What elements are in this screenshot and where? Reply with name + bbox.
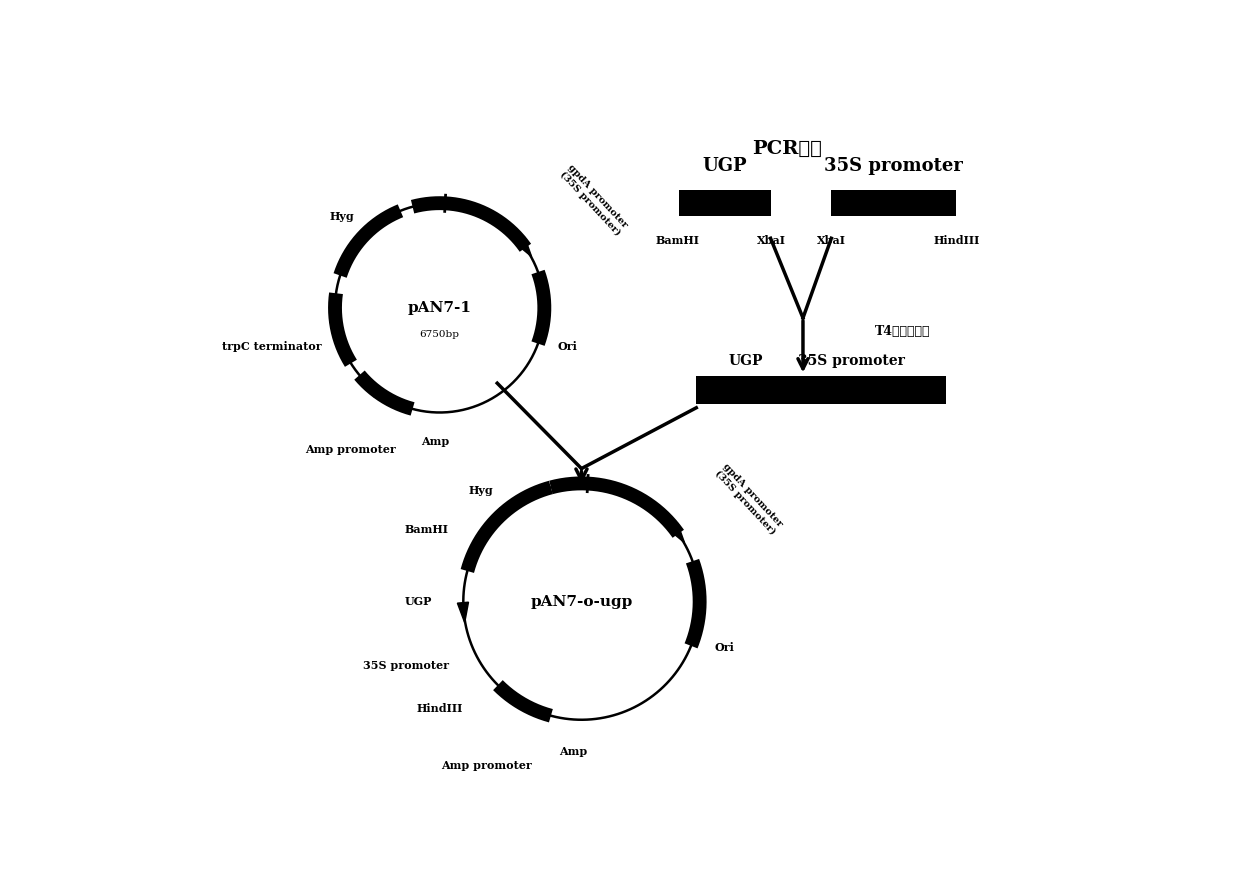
Text: gpdA promoter
(35S promoter): gpdA promoter (35S promoter) (558, 163, 630, 238)
Polygon shape (358, 224, 376, 241)
Text: T4连接酶连接: T4连接酶连接 (875, 325, 931, 338)
Text: 6750bp: 6750bp (419, 331, 460, 339)
Text: 35S promoter: 35S promoter (797, 354, 905, 368)
Text: UGP: UGP (729, 354, 764, 368)
Polygon shape (458, 602, 469, 623)
Text: Ori: Ori (714, 643, 734, 653)
Text: XbaI: XbaI (817, 235, 846, 246)
Bar (680, 190, 770, 216)
Text: Hyg: Hyg (330, 211, 355, 222)
Text: 35S promoter: 35S promoter (363, 660, 449, 671)
Polygon shape (694, 591, 706, 611)
Text: 35S promoter: 35S promoter (825, 158, 963, 175)
Polygon shape (373, 387, 393, 403)
Text: HindIII: HindIII (417, 702, 463, 714)
Text: gpdA promoter
(35S promoter): gpdA promoter (35S promoter) (713, 462, 785, 537)
Text: BamHI: BamHI (656, 235, 699, 246)
Text: Amp: Amp (420, 436, 449, 447)
Text: Amp: Amp (559, 746, 588, 757)
Polygon shape (539, 294, 551, 314)
Text: Ori: Ori (558, 341, 578, 353)
Bar (697, 376, 946, 404)
Text: XbaI: XbaI (758, 235, 786, 246)
Polygon shape (668, 523, 684, 543)
Text: HindIII: HindIII (932, 235, 980, 246)
Text: Hyg: Hyg (469, 485, 494, 496)
Polygon shape (330, 319, 341, 340)
Text: trpC terminator: trpC terminator (222, 341, 321, 353)
Polygon shape (490, 508, 508, 525)
Text: Amp promoter: Amp promoter (305, 445, 397, 455)
Text: pAN7-1: pAN7-1 (408, 301, 471, 315)
Text: pAN7-o-ugp: pAN7-o-ugp (531, 595, 632, 609)
Polygon shape (516, 237, 532, 257)
Text: UGP: UGP (703, 158, 748, 175)
Text: UGP: UGP (404, 596, 432, 607)
Bar (831, 190, 956, 216)
Text: PCR扩增: PCR扩增 (753, 140, 822, 158)
Polygon shape (512, 695, 532, 709)
Text: BamHI: BamHI (404, 524, 448, 535)
Text: Amp promoter: Amp promoter (441, 759, 532, 771)
